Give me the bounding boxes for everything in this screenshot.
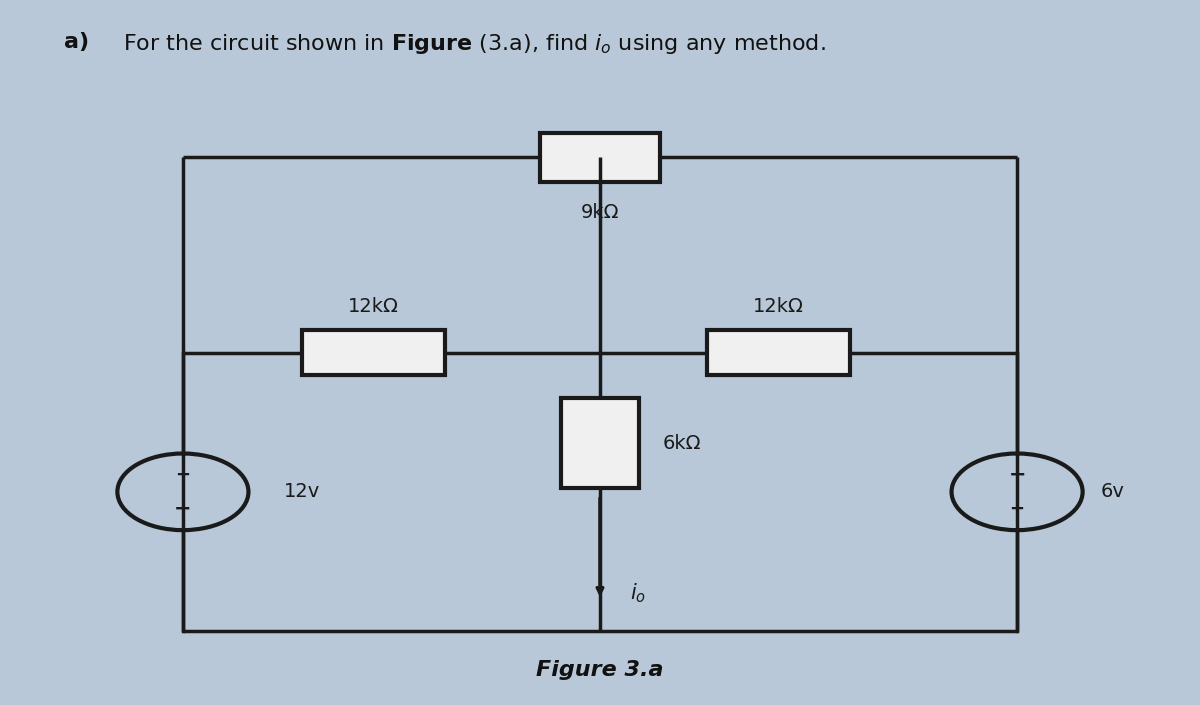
FancyBboxPatch shape [707,330,851,375]
Text: 9kΩ: 9kΩ [581,203,619,221]
Text: 6kΩ: 6kΩ [662,434,701,453]
Circle shape [952,453,1082,530]
Text: 12kΩ: 12kΩ [348,297,400,316]
FancyBboxPatch shape [302,330,445,375]
Text: +: + [1009,500,1025,518]
Text: 6v: 6v [1100,482,1124,501]
Text: 12kΩ: 12kΩ [754,297,804,316]
Text: $i_o$: $i_o$ [630,581,646,605]
Text: 12v: 12v [284,482,320,501]
Text: +: + [175,465,191,484]
FancyBboxPatch shape [540,133,660,182]
Text: a): a) [64,32,89,52]
Text: −: − [1008,465,1026,484]
Text: For the circuit shown in $\bf{Figure}$ (3.a), find $i_o$ using any method.: For the circuit shown in $\bf{Figure}$ (… [124,32,826,56]
FancyBboxPatch shape [562,398,638,489]
Text: Figure 3.a: Figure 3.a [536,660,664,680]
Circle shape [118,453,248,530]
Text: −: − [174,499,192,519]
